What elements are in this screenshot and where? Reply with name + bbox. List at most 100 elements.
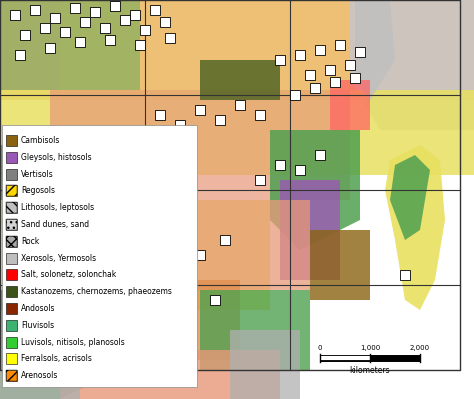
Bar: [20, 130, 30, 140]
Bar: [175, 120, 185, 130]
Polygon shape: [200, 60, 280, 100]
Polygon shape: [50, 90, 350, 200]
Bar: [25, 185, 35, 195]
Text: 1,000: 1,000: [360, 345, 380, 351]
Bar: [165, 33, 175, 43]
Bar: [330, 77, 340, 87]
Bar: [15, 50, 25, 60]
Bar: [160, 17, 170, 27]
Text: Andosols: Andosols: [21, 304, 55, 313]
Bar: [6, 370, 17, 381]
Bar: [185, 315, 195, 325]
Bar: [315, 45, 325, 55]
Text: Cambisols: Cambisols: [21, 136, 60, 145]
Bar: [140, 25, 150, 35]
Text: Sand dunes, sand: Sand dunes, sand: [21, 220, 89, 229]
Bar: [235, 100, 245, 110]
Bar: [120, 15, 130, 25]
Bar: [255, 110, 265, 120]
Text: Vertisols: Vertisols: [21, 170, 54, 179]
Text: 2,000: 2,000: [410, 345, 430, 351]
Text: Fluvisols: Fluvisols: [21, 321, 54, 330]
Bar: [275, 160, 285, 170]
Bar: [35, 240, 45, 250]
Bar: [75, 37, 85, 47]
Bar: [215, 115, 225, 125]
Polygon shape: [280, 180, 340, 280]
Polygon shape: [170, 200, 310, 290]
Bar: [150, 5, 160, 15]
Bar: [30, 5, 40, 15]
Bar: [40, 23, 50, 33]
Bar: [6, 286, 17, 297]
Text: Salt, solonetz, solonchak: Salt, solonetz, solonchak: [21, 271, 116, 279]
Bar: [6, 219, 17, 230]
Polygon shape: [0, 90, 474, 175]
Bar: [10, 10, 20, 20]
Polygon shape: [60, 0, 350, 95]
Bar: [6, 370, 17, 381]
Text: 0: 0: [318, 345, 322, 351]
Bar: [6, 236, 17, 247]
Bar: [6, 337, 17, 348]
Text: Kastanozems, chernozems, phaeozems: Kastanozems, chernozems, phaeozems: [21, 287, 172, 296]
Bar: [255, 175, 265, 185]
Polygon shape: [60, 350, 280, 399]
Bar: [6, 320, 17, 331]
Bar: [6, 152, 17, 163]
Bar: [325, 65, 335, 75]
Bar: [275, 55, 285, 65]
Bar: [290, 90, 300, 100]
Polygon shape: [350, 0, 474, 130]
Bar: [210, 295, 220, 305]
Bar: [295, 50, 305, 60]
Bar: [335, 40, 345, 50]
Text: Ferralsols, acrisols: Ferralsols, acrisols: [21, 354, 92, 363]
Bar: [165, 255, 175, 265]
Bar: [6, 186, 17, 196]
Bar: [6, 236, 17, 247]
Polygon shape: [355, 0, 395, 100]
Bar: [6, 202, 17, 213]
Bar: [6, 303, 17, 314]
Text: Gleysols, histosols: Gleysols, histosols: [21, 153, 91, 162]
Bar: [6, 354, 17, 364]
Polygon shape: [390, 155, 430, 240]
Text: Rock: Rock: [21, 237, 39, 246]
Bar: [80, 17, 90, 27]
Text: kilometers: kilometers: [350, 366, 390, 375]
Bar: [165, 345, 175, 355]
Bar: [110, 1, 120, 11]
Bar: [165, 305, 175, 315]
Bar: [90, 7, 100, 17]
Bar: [105, 35, 115, 45]
Bar: [345, 60, 355, 70]
Bar: [400, 270, 410, 280]
Polygon shape: [270, 130, 360, 250]
Bar: [315, 150, 325, 160]
Polygon shape: [310, 230, 370, 300]
Polygon shape: [0, 290, 120, 399]
Bar: [100, 23, 110, 33]
Polygon shape: [100, 280, 240, 360]
Bar: [220, 235, 230, 245]
Bar: [6, 219, 17, 230]
Bar: [2, 125, 197, 387]
Bar: [20, 30, 30, 40]
Bar: [45, 43, 55, 53]
Polygon shape: [230, 330, 300, 399]
Polygon shape: [0, 145, 120, 230]
Bar: [350, 73, 360, 83]
Polygon shape: [0, 200, 270, 310]
Bar: [50, 13, 60, 23]
Bar: [295, 165, 305, 175]
Bar: [6, 186, 17, 196]
Text: Lithosols, leptosols: Lithosols, leptosols: [21, 203, 94, 212]
Polygon shape: [0, 0, 474, 100]
Text: Luvisols, nitisols, planosols: Luvisols, nitisols, planosols: [21, 338, 125, 347]
Bar: [130, 10, 140, 20]
Bar: [135, 350, 145, 360]
Bar: [355, 47, 365, 57]
Polygon shape: [330, 80, 370, 130]
Bar: [6, 135, 17, 146]
